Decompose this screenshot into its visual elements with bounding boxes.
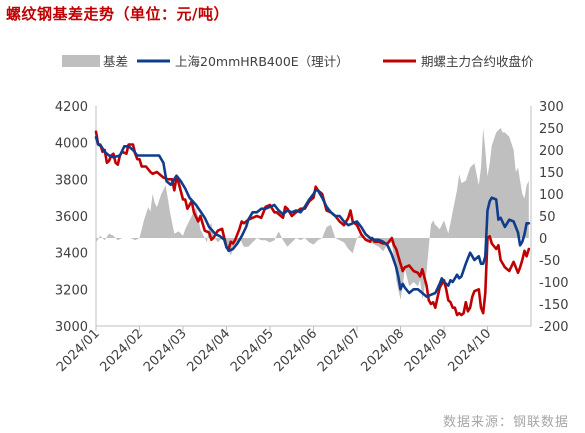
legend-swatch-basis (62, 55, 100, 67)
y-left-tick-label: 3400 (55, 247, 88, 262)
y-right-tick-label: -150 (539, 298, 569, 313)
x-tick-label: 2024/10 (446, 326, 495, 375)
y-left-tick-label: 3200 (55, 283, 88, 298)
y-right-tick-label: 150 (539, 166, 564, 181)
source-note: 数据来源：钢联数据 (442, 415, 569, 430)
x-tick-label: 2024/06 (272, 326, 321, 375)
y-right-tick-label: 0 (539, 232, 547, 247)
futures-price-line (94, 130, 531, 317)
legend-item-basis: 基差 (62, 54, 128, 69)
legend-label-basis: 基差 (103, 54, 128, 69)
y-right-tick-label: 200 (539, 144, 564, 159)
chart-legend: 基差 上海20mmHRB400E（理计） 期螺主力合约收盘价 (62, 54, 534, 69)
price-lines-layer (94, 130, 531, 317)
basis-area-series (96, 128, 529, 300)
chart-title: 螺纹钢基差走势（单位：元/吨） (6, 5, 229, 23)
y-left-tick-label: 3800 (55, 173, 88, 188)
legend-label-spot: 上海20mmHRB400E（理计） (175, 54, 349, 69)
y-left-tick-label: 4200 (55, 100, 88, 115)
legend-item-futures: 期螺主力合约收盘价 (383, 54, 534, 69)
x-tick-label: 2024/03 (141, 326, 190, 375)
spot-price-line (94, 135, 531, 299)
x-tick-label: 2024/02 (98, 326, 147, 375)
y-right-tick-label: -200 (539, 320, 569, 335)
y-left-tick-label: 3000 (55, 320, 88, 335)
x-tick-label: 2024/09 (402, 326, 451, 375)
y-right-tick-label: -50 (539, 254, 560, 269)
x-tick-label: 2024/05 (228, 326, 277, 375)
y-right-tick-label: 250 (539, 122, 564, 137)
x-tick-label: 2024/07 (315, 326, 364, 375)
x-tick-label: 2024/08 (359, 326, 408, 375)
y-right-tick-label: 50 (539, 210, 556, 225)
y-right-tick-label: -100 (539, 276, 569, 291)
legend-label-futures: 期螺主力合约收盘价 (421, 54, 534, 69)
y-left-tick-label: 4000 (55, 137, 88, 152)
y-right-tick-label: 300 (539, 100, 564, 115)
y-right-tick-label: 100 (539, 188, 564, 203)
basis-area-layer (96, 128, 529, 300)
x-tick-label: 2024/04 (185, 326, 234, 375)
y-left-tick-label: 3600 (55, 210, 88, 225)
legend-item-spot: 上海20mmHRB400E（理计） (137, 54, 349, 69)
axes-layer (95, 106, 532, 331)
